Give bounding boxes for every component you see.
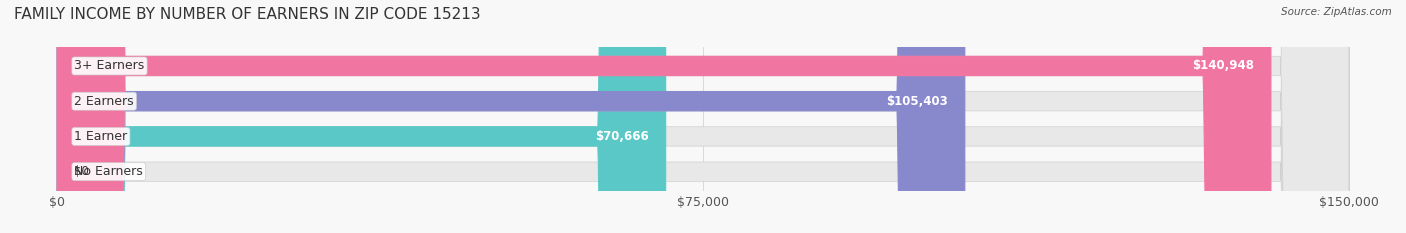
Text: 3+ Earners: 3+ Earners: [75, 59, 145, 72]
FancyBboxPatch shape: [58, 0, 965, 233]
Text: Source: ZipAtlas.com: Source: ZipAtlas.com: [1281, 7, 1392, 17]
Text: No Earners: No Earners: [75, 165, 143, 178]
Text: 2 Earners: 2 Earners: [75, 95, 134, 108]
Text: $140,948: $140,948: [1192, 59, 1254, 72]
FancyBboxPatch shape: [58, 0, 1348, 233]
Text: $0: $0: [75, 165, 89, 178]
FancyBboxPatch shape: [58, 0, 1348, 233]
FancyBboxPatch shape: [58, 0, 1271, 233]
FancyBboxPatch shape: [58, 0, 665, 233]
Text: $105,403: $105,403: [886, 95, 948, 108]
Text: $70,666: $70,666: [595, 130, 648, 143]
Text: 1 Earner: 1 Earner: [75, 130, 128, 143]
Text: FAMILY INCOME BY NUMBER OF EARNERS IN ZIP CODE 15213: FAMILY INCOME BY NUMBER OF EARNERS IN ZI…: [14, 7, 481, 22]
FancyBboxPatch shape: [58, 0, 1348, 233]
FancyBboxPatch shape: [58, 0, 1348, 233]
